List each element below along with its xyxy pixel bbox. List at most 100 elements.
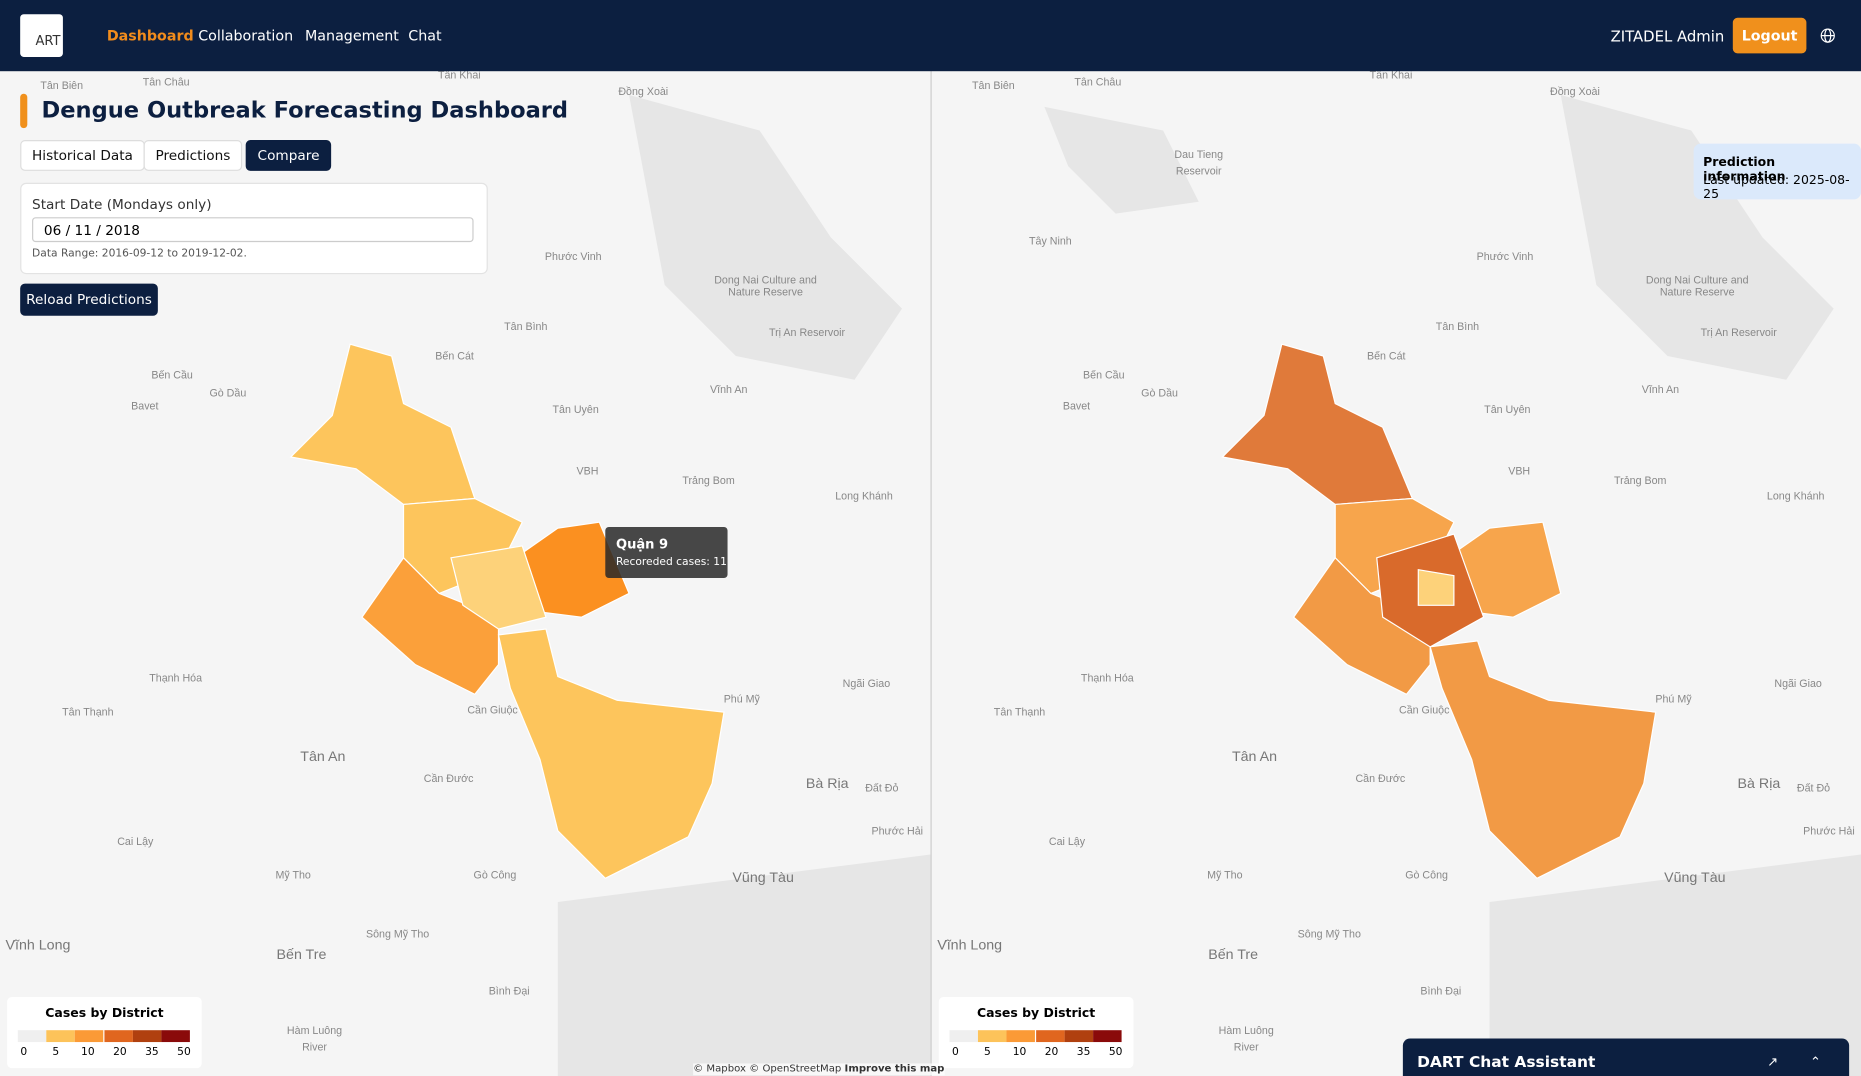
place-label: Vĩnh An: [1642, 384, 1679, 396]
legend-swatch: [161, 1030, 190, 1043]
chat-expand[interactable]: ↗: [1767, 1053, 1779, 1070]
place-label: Cần Giuộc: [1399, 704, 1450, 716]
place-label: River: [302, 1041, 327, 1053]
place-label: VBH: [1508, 466, 1530, 478]
attribution: © Mapbox © OpenStreetMap Improve this ma…: [693, 1063, 945, 1076]
place-label: Ngãi Giao: [1774, 678, 1822, 690]
place-label: Phước Vinh: [1477, 251, 1534, 263]
place-label: Nature Reserve: [728, 287, 803, 299]
place-label: Mỹ Tho: [1207, 869, 1242, 881]
place-label: Sông Mỹ Tho: [1298, 929, 1361, 941]
place-label: Ngãi Giao: [843, 678, 891, 690]
legend-tick: 0: [952, 1046, 959, 1059]
legend-swatch: [1092, 1030, 1122, 1043]
place-label: Bến Cát: [1367, 351, 1406, 363]
page-title: Dengue Outbreak Forecasting Dashboard: [41, 97, 569, 124]
place-label: Tây Ninh: [1029, 235, 1072, 247]
nav-link[interactable]: Chat: [408, 27, 442, 44]
place-label: Bavet: [1063, 400, 1090, 412]
place-label: Thạnh Hóa: [1081, 672, 1134, 684]
chat-widget[interactable]: DART Chat Assistant ↗ ⌃: [1402, 1038, 1850, 1076]
tooltip-text: Recoreded cases: 11: [615, 556, 727, 569]
chat-collapse[interactable]: ⌃: [1809, 1053, 1821, 1070]
place-label: Tân Khai: [438, 69, 481, 81]
place-label: Bến Cát: [435, 351, 474, 363]
place-label: Bến Tre: [1208, 947, 1258, 963]
place-label: Đất Đỏ: [865, 783, 898, 795]
place-label: Đồng Xoài: [618, 86, 668, 98]
legend-tick: 5: [52, 1046, 60, 1059]
districts-right: [1221, 343, 1657, 879]
prediction-title: Prediction information: [1703, 155, 1786, 184]
logout-button[interactable]: Logout: [1732, 17, 1807, 54]
place-label: Tân Khai: [1370, 69, 1413, 81]
place-label: Dong Nai Culture and: [714, 275, 817, 287]
place-label: Cần Đước: [1355, 773, 1405, 785]
date-card: Start Date (Mondays only) 06 / 11 / 2018…: [20, 182, 488, 275]
date-input[interactable]: 06 / 11 / 2018: [32, 217, 474, 243]
place-label: Phước Hải: [872, 825, 924, 837]
date-label: Start Date (Mondays only): [32, 195, 212, 213]
tab[interactable]: Predictions: [143, 140, 243, 171]
place-label: Dau Tieng: [1174, 149, 1223, 161]
legend-title: Cases by District: [976, 1006, 1096, 1021]
place-label: Reservoir: [1176, 165, 1222, 177]
place-label: Bến Cầu: [1083, 370, 1125, 382]
place-label: Bình Đại: [1420, 986, 1461, 998]
terrain: [557, 94, 1861, 1076]
place-label: Tân Bình: [504, 321, 547, 333]
place-label: Đất Đỏ: [1797, 783, 1830, 795]
place-label: Phú Mỹ: [724, 694, 761, 706]
improve-link[interactable]: Improve this map: [844, 1063, 945, 1076]
nav-link[interactable]: Management: [305, 27, 399, 44]
tab[interactable]: Historical Data: [20, 140, 145, 171]
legend-swatch: [132, 1030, 162, 1043]
place-label: Gò Dầu: [1141, 387, 1178, 399]
nav-link[interactable]: Collaboration: [198, 27, 294, 44]
tooltip: Quận 9 Recoreded cases: 11: [605, 526, 728, 579]
legend-tick: 10: [1012, 1046, 1027, 1059]
legend-tick: 0: [20, 1046, 28, 1059]
legend-swatch: [1064, 1030, 1093, 1043]
legend-swatch: [103, 1030, 133, 1043]
place-label: Tân Uyên: [552, 404, 598, 416]
place-label: Tân Bình: [1436, 321, 1479, 333]
legend-swatch: [46, 1030, 76, 1043]
tooltip-title: Quận 9: [615, 536, 669, 552]
place-label: Tân Biên: [972, 80, 1015, 92]
legend-swatch: [17, 1030, 47, 1043]
place-label: Hàm Luông: [1219, 1025, 1274, 1037]
place-label: Tân Thạnh: [62, 707, 113, 719]
place-label: Tân Châu: [1074, 76, 1121, 88]
place-label: Nature Reserve: [1660, 287, 1735, 299]
place-label: Trảng Bom: [682, 475, 735, 487]
place-label: River: [1234, 1041, 1259, 1053]
place-label: Cai Lậy: [117, 836, 154, 848]
prediction-updated: Last updated: 2025-08-25: [1703, 173, 1850, 202]
legend-tick: 20: [113, 1046, 127, 1059]
place-label: Gò Dầu: [209, 387, 246, 399]
tab-active[interactable]: Compare: [245, 140, 332, 171]
nav-link[interactable]: Dashboard: [106, 27, 194, 44]
place-label: Thạnh Hóa: [149, 672, 202, 684]
user-name[interactable]: ZITADEL Admin: [1610, 27, 1725, 46]
prediction-info: Prediction information Last updated: 202…: [1693, 143, 1861, 202]
place-label: Vũng Tàu: [1664, 870, 1725, 886]
legend: Cases by District 0 5 10 20 35 50: [938, 996, 1134, 1069]
place-label: Hàm Luông: [287, 1025, 342, 1037]
place-labels: Tân Biên Tân Châu Tân Khai Đồng Xoài Phước V…: [6, 69, 923, 1053]
logo[interactable]: ART: [20, 14, 63, 57]
place-label: Bến Tre: [277, 947, 327, 963]
reload-button[interactable]: Reload Predictions: [20, 283, 158, 316]
place-label: Trị An Reservoir: [1701, 327, 1778, 339]
place-label: Tân An: [1232, 749, 1277, 765]
legend-swatch: [1006, 1030, 1036, 1043]
place-label: Đồng Xoài: [1550, 86, 1600, 98]
language-icon[interactable]: [1819, 27, 1836, 44]
place-label: Tân Châu: [143, 76, 190, 88]
legend-tick: 35: [1076, 1046, 1091, 1059]
attribution-text: © Mapbox © OpenStreetMap: [693, 1063, 842, 1076]
place-label: Bến Cầu: [151, 370, 193, 382]
place-label: Sông Mỹ Tho: [366, 929, 429, 941]
legend-swatch: [1035, 1030, 1065, 1043]
